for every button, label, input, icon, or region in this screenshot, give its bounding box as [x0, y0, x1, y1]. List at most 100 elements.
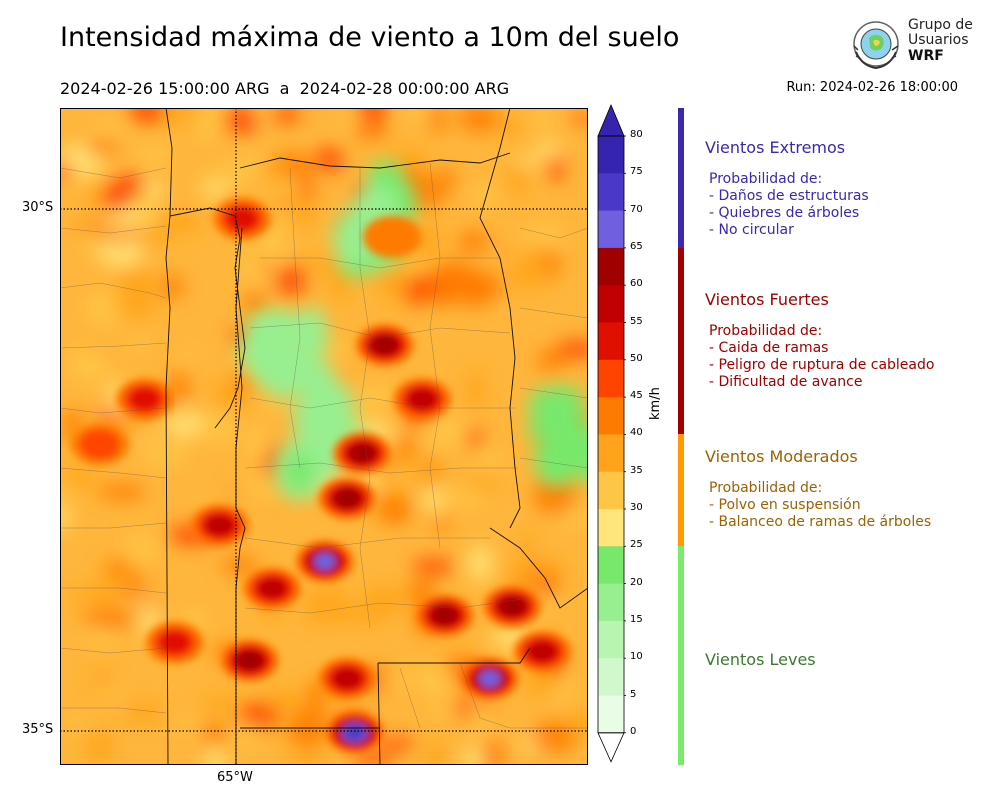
wind-texture-blob [357, 108, 387, 126]
category-block: Vientos Extremos Probabilidad de: - Daños … [705, 138, 869, 239]
wind-texture-blob [504, 561, 546, 592]
colorbar-segment [598, 546, 624, 585]
colorbar-tick-label: 50 [630, 352, 643, 364]
colorbar-extend-max [597, 103, 625, 137]
wind-texture-blob [435, 167, 456, 191]
wind-texture-blob [222, 108, 265, 135]
wind-texture-blob [135, 143, 171, 165]
colorbar-segment [598, 285, 624, 323]
wind-texture-blob [536, 349, 566, 371]
wind-texture-blob [177, 720, 200, 733]
colorbar-tick-label: 65 [630, 240, 643, 252]
category-title: Vientos Leves [705, 650, 816, 669]
colorbar-tick-label: 35 [630, 464, 643, 476]
category-bar [678, 247, 684, 435]
wind-texture-blob [362, 585, 409, 614]
wind-max-spot [479, 670, 501, 687]
wind-texture-blob [134, 187, 155, 226]
wind-texture-blob [287, 750, 326, 765]
wind-max-spot [314, 553, 336, 570]
wind-texture-blob [234, 726, 265, 748]
category-line: - Quiebres de árboles [709, 205, 860, 221]
wind-texture-blob [79, 229, 102, 250]
category-line: - Polvo en suspensión [709, 497, 861, 513]
category-line: Probabilidad de: [709, 480, 823, 496]
colorbar-tick-label: 30 [630, 502, 643, 513]
wind-texture-blob [179, 346, 201, 359]
colorbar-unit: km/h [648, 387, 663, 420]
wind-texture-blob [533, 108, 552, 136]
wind-texture-blob [142, 441, 190, 468]
wind-texture-blob [533, 475, 577, 515]
colorbar-tick-label: 10 [630, 651, 643, 663]
wind-texture-blob [161, 273, 184, 300]
wind-texture-blob [469, 183, 501, 207]
category-line: Probabilidad de: [709, 323, 823, 339]
wind-texture-blob [241, 265, 276, 288]
wind-texture-blob [200, 413, 238, 446]
colorbar-segment [598, 509, 624, 547]
wind-max-spot [226, 206, 259, 231]
category-line: Probabilidad de: [709, 171, 823, 187]
wind-max-spot [128, 387, 161, 412]
wind-texture-blob [160, 212, 202, 235]
category-title: Vientos Moderados [705, 447, 858, 466]
wind-texture-blob [448, 487, 483, 509]
wind-texture-blob [245, 424, 270, 463]
wind-texture-blob [272, 264, 309, 296]
wind-max-spot [238, 651, 262, 670]
colorbar-segment [598, 210, 624, 249]
wind-texture-blob [66, 717, 86, 730]
wind-texture-blob [472, 451, 504, 468]
wind-texture-blob [521, 223, 566, 248]
wind-max-spot [206, 515, 234, 536]
wind-texture-blob [424, 412, 469, 451]
category-bar [678, 108, 684, 248]
wind-texture-blob [516, 534, 537, 556]
globe-icon [853, 21, 899, 70]
wind-texture-blob [96, 237, 145, 268]
wind-texture-blob [482, 736, 504, 765]
colorbar-segment [598, 620, 624, 659]
wind-texture-blob [113, 286, 155, 320]
category-bar [678, 434, 684, 547]
wrf-logo: Grupo de Usuarios WRF [848, 16, 978, 72]
wind-texture-blob [105, 559, 131, 574]
colorbar-tick-label: 5 [630, 688, 637, 700]
colorbar-tick-label: 40 [630, 427, 643, 439]
chart-title: Intensidad máxima de viento a 10m del su… [60, 22, 680, 53]
category-line: - No circular [709, 222, 794, 238]
lat-label-35s: 35°S [22, 722, 54, 737]
colorbar-tick-label: 0 [630, 725, 637, 737]
logo-text-line2: Usuarios [908, 32, 969, 48]
wind-texture-blob [376, 737, 417, 750]
calm-zone [534, 432, 581, 487]
wind-texture-blob [424, 741, 446, 765]
wind-texture-blob [375, 494, 412, 525]
wind-texture-blob [123, 530, 158, 566]
colorbar [597, 103, 626, 763]
wind-max-spot [158, 630, 191, 655]
wind-texture-blob [128, 108, 169, 124]
wind-texture-blob [412, 558, 455, 575]
category-title: Vientos Fuertes [705, 290, 829, 309]
wind-texture-blob [431, 518, 452, 531]
category-bar [678, 546, 684, 765]
wind-texture-blob [60, 505, 71, 531]
category-line: - Caida de ramas [709, 340, 829, 356]
colorbar-segment [598, 136, 624, 174]
wind-texture-blob [91, 607, 134, 632]
calm-zone [332, 209, 377, 266]
wind-texture-blob [349, 123, 389, 140]
wind-max-spot [408, 388, 436, 410]
wind-texture-blob [161, 108, 203, 124]
wind-texture-blob [555, 339, 588, 359]
colorbar-tick-label: 15 [630, 613, 643, 625]
colorbar-tick-label: 45 [630, 390, 643, 402]
wind-texture-blob [307, 678, 325, 715]
category-line: - Peligro de ruptura de cableado [709, 357, 935, 373]
category-description: Probabilidad de: - Caida de ramas - Peligr… [709, 323, 934, 391]
calm-zone [253, 351, 317, 395]
wind-texture-blob [458, 108, 500, 133]
wind-max-spot [345, 725, 365, 741]
